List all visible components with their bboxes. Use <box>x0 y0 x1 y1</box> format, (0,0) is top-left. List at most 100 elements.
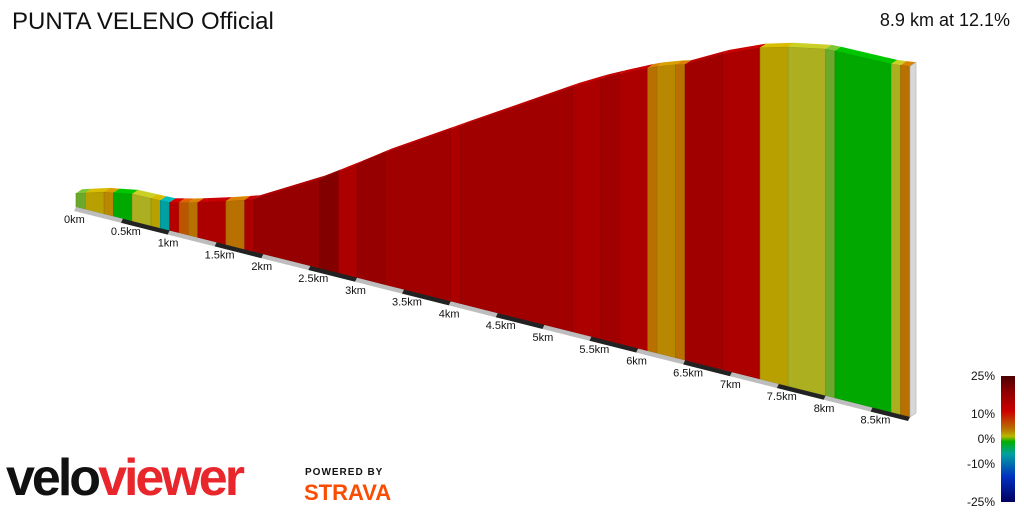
gradient-segment <box>319 171 339 274</box>
gradient-segment <box>450 125 461 305</box>
gradient-segment-top <box>197 197 232 203</box>
distance-tick-label: 5km <box>533 332 554 344</box>
distance-strip <box>730 372 779 388</box>
legend-label: 0% <box>978 432 996 446</box>
gradient-segment-top <box>179 198 195 203</box>
distance-strip <box>542 325 592 341</box>
gradient-segment <box>188 201 199 239</box>
distance-tick-label: 7km <box>720 379 741 391</box>
legend-label: -10% <box>967 457 995 471</box>
profile-end-cap <box>909 61 917 418</box>
gradient-segment <box>244 198 255 253</box>
distance-tick-label: 8.5km <box>861 415 891 427</box>
distance-tick-label: 3.5km <box>392 297 422 309</box>
distance-strip <box>214 242 264 259</box>
gradient-segment-top <box>657 60 682 67</box>
distance-strip <box>74 207 123 223</box>
distance-strip <box>589 336 639 353</box>
legend-label: -25% <box>967 495 995 509</box>
distance-tick-label: 4.5km <box>486 320 516 332</box>
gradient-segment-top <box>685 50 729 65</box>
veloviewer-logo: veloviewer <box>6 449 245 507</box>
profile-base <box>74 207 910 421</box>
climb-summary: 8.9 km at 12.1% <box>879 10 1010 30</box>
gradient-segment-top <box>113 188 139 194</box>
gradient-segment-top <box>788 42 832 49</box>
distance-strip <box>355 277 404 294</box>
distance-strip <box>823 395 873 412</box>
gradient-segment-top <box>760 42 795 48</box>
gradient-segment <box>225 199 245 250</box>
gradient-segment <box>656 64 677 359</box>
legend-label: 10% <box>971 407 995 421</box>
page-title: PUNTA VELENO Official <box>12 8 274 35</box>
gradient-segment-top <box>104 187 120 193</box>
gradient-segment <box>197 200 227 246</box>
distance-tick-label: 5.5km <box>579 344 609 356</box>
gradient-segment-top <box>722 43 767 54</box>
distance-tick-label: 4km <box>439 308 460 320</box>
distance-tick-label: 7.5km <box>767 391 797 403</box>
distance-tick-label: 0.5km <box>111 226 141 238</box>
distance-tick-label: 8km <box>814 403 835 415</box>
gradient-segment <box>169 201 180 234</box>
gradient-segment-top <box>385 125 457 153</box>
gradient-segment <box>103 191 114 217</box>
distance-strip <box>448 301 498 318</box>
gradient-segment <box>459 86 574 333</box>
gradient-segment-top <box>338 160 364 172</box>
distance-tick-label: 3km <box>345 285 366 297</box>
distance-strip <box>308 266 358 282</box>
gradient-segment <box>572 78 602 340</box>
gradient-segment <box>722 47 761 380</box>
gradient-segment <box>338 164 358 279</box>
gradient-segment-top <box>85 187 111 193</box>
gradient-segment <box>900 64 911 418</box>
profile-top-surface <box>76 42 917 418</box>
gradient-segment-top <box>825 44 841 51</box>
gradient-segment-top <box>188 198 204 203</box>
distance-strip <box>120 218 170 235</box>
gradient-segment <box>619 67 648 352</box>
gradient-segment <box>150 197 161 229</box>
gradient-segment-top <box>132 189 157 199</box>
gradient-segment <box>160 199 170 231</box>
gradient-segment-top <box>225 195 251 202</box>
gradient-segment-top <box>160 196 176 203</box>
gradient-segment-top <box>891 59 907 66</box>
distance-strip <box>683 360 732 377</box>
gradient-segment-top <box>450 122 467 130</box>
gradient-segment <box>356 152 386 286</box>
gradient-segment-top <box>835 46 898 64</box>
gradient-segment <box>759 46 789 387</box>
gradient-segment <box>178 202 189 236</box>
gradient-segment-top <box>357 148 392 165</box>
gradient-segment <box>384 129 452 302</box>
distance-axis: 0km 0.5km 1km 1.5km 2km 2.5km 3km 3.5km 4km 4.5km… <box>64 214 890 427</box>
distance-strip <box>261 254 311 270</box>
legend-color-bar <box>1001 376 1015 502</box>
distance-strip <box>870 407 910 421</box>
distance-tick-label: 0km <box>64 214 85 226</box>
gradient-segment-top <box>900 61 916 67</box>
distance-tick-label: 6km <box>626 356 647 368</box>
distance-strip <box>636 348 686 365</box>
gradient-segment-top <box>254 175 326 200</box>
gradient-segment <box>75 192 86 210</box>
gradient-segment <box>834 50 892 413</box>
powered-by-label: POWERED BY <box>305 467 384 478</box>
distance-tick-label: 1.5km <box>205 249 235 261</box>
gradient-legend: 25% 10% 0% -10% -25% <box>967 369 1015 509</box>
gradient-segment <box>825 48 836 399</box>
legend-label: 25% <box>971 369 995 383</box>
gradient-segment-top <box>151 194 167 201</box>
gradient-segment-top <box>647 62 663 68</box>
gradient-segment-top <box>619 64 654 75</box>
gradient-segment <box>131 193 152 227</box>
gradient-segment-top <box>460 83 579 127</box>
gradient-segments <box>75 46 911 418</box>
gradient-segment <box>787 46 827 397</box>
gradient-segment-top <box>572 74 607 87</box>
gradient-segment-top <box>244 195 260 200</box>
